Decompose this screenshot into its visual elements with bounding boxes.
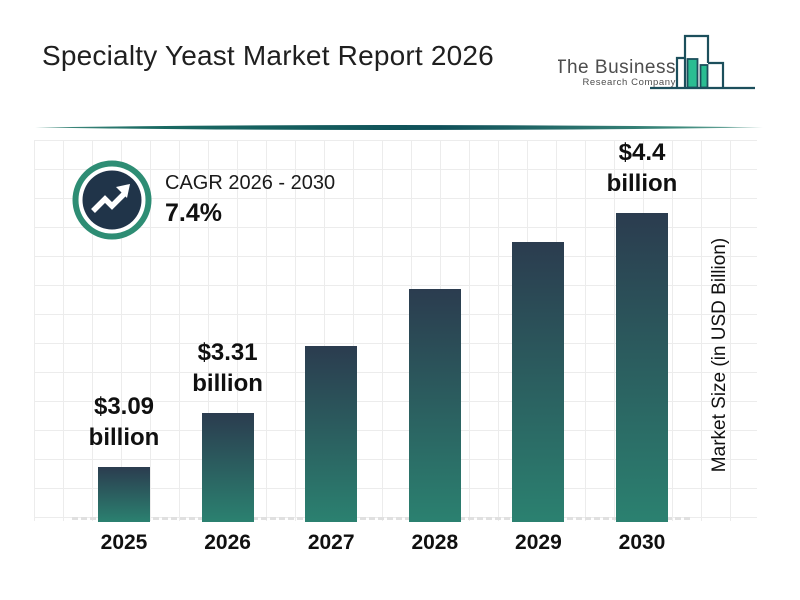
x-tick-2029: 2029 [515, 531, 562, 554]
page-title: Specialty Yeast Market Report 2026 [42, 40, 494, 71]
company-logo: The Business Research Company [558, 34, 755, 90]
bar-value-label-2030: $4.4 billion [606, 139, 678, 197]
bar-2025 [98, 467, 150, 522]
cagr-badge: CAGR 2026 - 2030 7.4% [72, 160, 335, 240]
y-axis-title: Market Size (in USD Billion) [709, 237, 730, 473]
cagr-value: 7.4% [165, 199, 222, 227]
cagr-label: CAGR 2026 - 2030 [165, 172, 336, 194]
bar-value-label-2026: $3.31 billion [192, 339, 263, 397]
divider-line [35, 125, 763, 130]
bar-2028 [408, 289, 461, 522]
trend-up-icon [72, 160, 152, 240]
x-tick-2025: 2025 [100, 531, 148, 554]
bar-value-label-2025: $3.09 billion [88, 393, 160, 451]
bar-2029 [512, 242, 565, 522]
bar-2030 [616, 213, 668, 522]
bar-2027 [305, 346, 358, 522]
x-tick-2027: 2027 [307, 531, 355, 554]
bar-2026 [201, 413, 254, 522]
x-axis-baseline [72, 517, 690, 520]
x-tick-2030: 2030 [618, 531, 666, 554]
x-tick-2028: 2028 [411, 531, 459, 554]
logo-subname: Research Company [582, 77, 676, 88]
logo-name: The Business [558, 57, 676, 78]
x-tick-2026: 2026 [204, 531, 251, 554]
bar-buildings-logo-icon [650, 34, 755, 90]
